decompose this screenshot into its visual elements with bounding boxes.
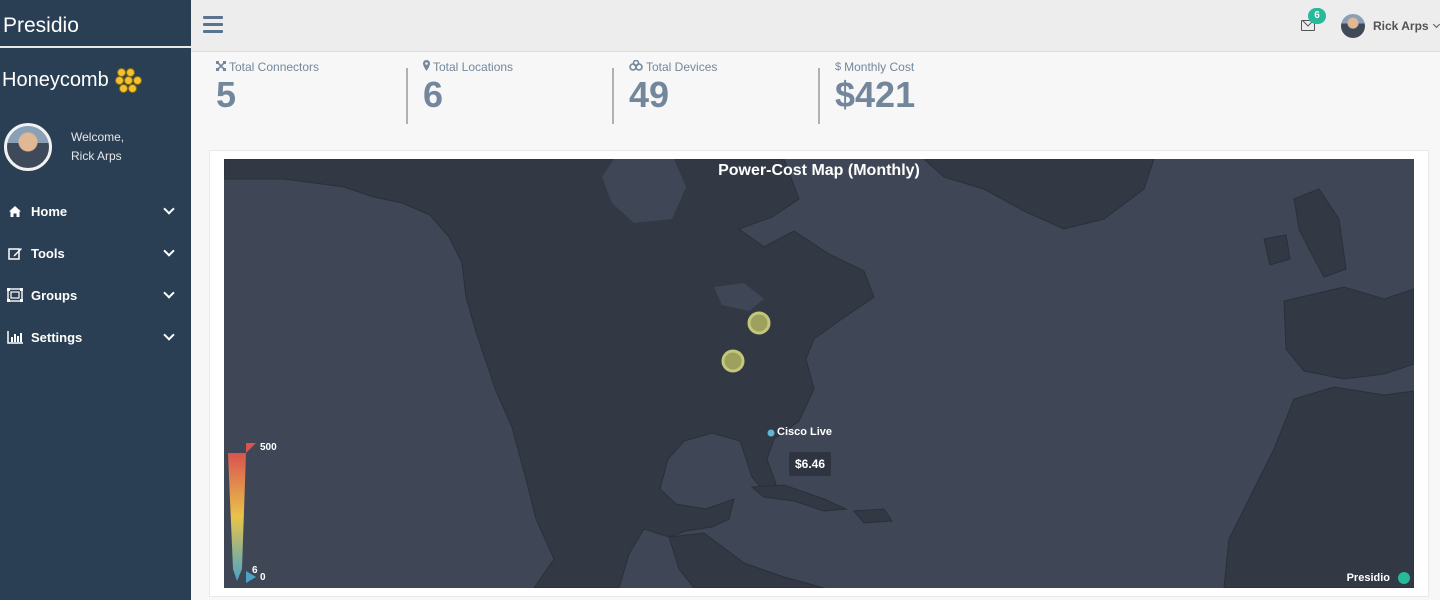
stat-total-devices: Total Devices 49 <box>629 59 829 116</box>
land-hispaniola <box>852 508 893 524</box>
bar-chart-icon <box>6 329 24 345</box>
land-greenland <box>923 159 1155 230</box>
legend-marker[interactable] <box>1398 572 1410 584</box>
sidebar-item-label: Tools <box>31 245 65 261</box>
chevron-down-icon <box>163 245 175 257</box>
welcome-text: Welcome, <box>71 130 125 144</box>
water-hudson-bay <box>602 159 686 223</box>
land-uk <box>1293 188 1347 278</box>
land-cuba <box>750 484 848 512</box>
stat-monthly-cost: $ Monthly Cost $421 <box>835 60 1035 116</box>
scale-handle-top <box>246 443 256 453</box>
land-central-america <box>668 532 825 588</box>
map-marker-icon <box>423 60 430 74</box>
app-name: Honeycomb <box>0 48 191 98</box>
dollar-icon: $ <box>835 61 842 73</box>
avatar <box>4 123 52 171</box>
chevron-down-icon <box>163 203 175 215</box>
stat-label: Monthly Cost <box>844 60 915 74</box>
menu-toggle-icon[interactable] <box>203 16 223 34</box>
stat-total-connectors: Total Connectors 5 <box>216 60 416 116</box>
map-canvas <box>224 159 1414 588</box>
scale-marker-label: 6 <box>252 565 258 576</box>
stat-label: Total Locations <box>433 60 514 74</box>
land-iberia <box>1283 286 1414 380</box>
land-ireland <box>1263 234 1291 266</box>
stat-label: Total Connectors <box>229 60 320 74</box>
legend-label[interactable]: Presidio <box>1346 572 1390 584</box>
home-icon <box>6 203 24 219</box>
top-navbar: 6 Rick Arps <box>191 0 1440 52</box>
honeycomb-icon <box>114 67 143 93</box>
sidebar-item-settings[interactable]: Settings <box>0 316 191 358</box>
sidebar-item-groups[interactable]: Groups <box>0 274 191 316</box>
sidebar-item-home[interactable]: Home <box>0 190 191 232</box>
user-menu[interactable]: Rick Arps <box>1341 14 1440 38</box>
scale-handle-bottom <box>246 571 256 583</box>
scale-min-label: 0 <box>260 572 266 583</box>
sidebar-item-label: Settings <box>31 329 83 345</box>
land-africa <box>1223 386 1414 588</box>
water-great-lakes <box>714 283 764 311</box>
stat-value: 49 <box>629 74 670 115</box>
stat-value: 6 <box>423 74 444 115</box>
map-tooltip: $6.46 <box>789 452 832 476</box>
visual-map-scale <box>228 453 246 581</box>
stat-divider <box>406 68 408 124</box>
stat-total-locations: Total Locations 6 <box>423 60 623 116</box>
point-label-cisco-live: Cisco Live <box>777 426 833 438</box>
sidebar-nav: Home Tools Groups Settings <box>0 190 191 358</box>
chevron-down-icon <box>163 287 175 299</box>
sidebar-item-label: Groups <box>31 287 78 303</box>
devices-icon <box>629 59 643 74</box>
user-menu-name: Rick Arps <box>1373 19 1429 33</box>
welcome-user-name: Rick Arps <box>71 149 122 163</box>
map-title: Power-Cost Map (Monthly) <box>718 162 920 179</box>
sidebar-item-label: Home <box>31 203 68 219</box>
groups-icon <box>6 287 24 303</box>
stat-divider <box>612 68 614 124</box>
chevron-down-icon <box>1432 20 1440 29</box>
sidebar-item-tools[interactable]: Tools <box>0 232 191 274</box>
stats-row: Total Connectors 5 Total Locations 6 Tot… <box>191 52 1440 148</box>
stat-divider <box>818 68 820 124</box>
stat-value: $421 <box>835 74 916 115</box>
power-cost-map[interactable]: Power-Cost Map (Monthly) Cisco Live $6.4… <box>224 159 1414 588</box>
data-point-1 <box>747 311 771 335</box>
stat-value: 5 <box>216 74 237 115</box>
connectors-icon <box>216 60 226 74</box>
notification-badge: 6 <box>1308 8 1326 24</box>
map-panel: Power-Cost Map (Monthly) Cisco Live $6.4… <box>209 150 1429 597</box>
data-point-cisco-live <box>767 429 775 437</box>
brand-title[interactable]: Presidio <box>0 0 191 48</box>
chevron-down-icon <box>163 329 175 341</box>
land-north-america <box>224 159 875 588</box>
sidebar: Presidio Honeycomb Welcome, Rick Arps Ho… <box>0 0 191 600</box>
stat-label: Total Devices <box>646 60 718 74</box>
mail-icon[interactable] <box>1301 20 1315 31</box>
app-name-text: Honeycomb <box>2 68 109 91</box>
edit-icon <box>6 245 24 261</box>
avatar <box>1341 14 1365 38</box>
data-point-2 <box>721 349 745 373</box>
profile-block: Welcome, Rick Arps <box>0 98 191 182</box>
scale-max-label: 500 <box>260 442 277 453</box>
